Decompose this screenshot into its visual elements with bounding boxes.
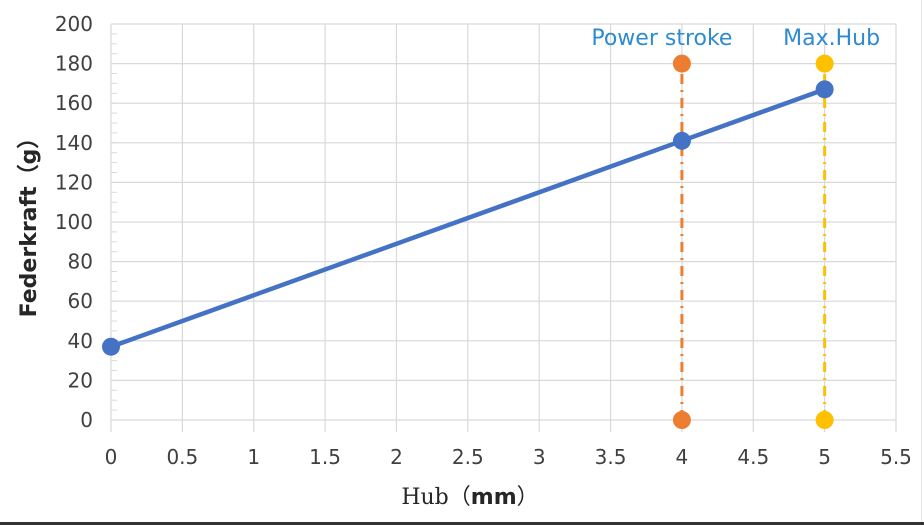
x-tick-label: 0 [105, 445, 118, 469]
data-point [672, 411, 691, 429]
annotation-label: Max.Hub [783, 26, 880, 51]
x-tick-label: 1.5 [309, 445, 341, 469]
data-point [815, 54, 834, 73]
data-point [102, 337, 120, 356]
x-tick-label: 3 [533, 445, 546, 469]
y-tick-label: 100 [55, 210, 93, 234]
y-axis-ticks: 0 20 40 60 80 100 120 140 160 180 200 [55, 12, 93, 432]
x-tick-label: 1 [247, 445, 260, 469]
x-tick-label: 5.5 [880, 445, 912, 469]
annotations: Power stroke Max.Hub [591, 26, 880, 51]
y-tick-label: 40 [68, 329, 93, 353]
x-tick-label: 4.5 [737, 445, 769, 469]
x-tick-label: 2.5 [452, 445, 484, 469]
annotation-label: Power stroke [591, 26, 732, 51]
x-axis-ticks: 0 0.5 1 1.5 2 2.5 3 3.5 4 4.5 5 5.5 [105, 445, 912, 469]
series [102, 54, 834, 429]
x-tick-label: 0.5 [166, 445, 198, 469]
frame-border [921, 0, 922, 522]
x-tick-label: 4 [676, 445, 689, 469]
y-axis-label: Federkraft（g） [17, 127, 42, 318]
x-tick-label: 2 [390, 445, 403, 469]
y-tick-label: 180 [55, 52, 93, 76]
x-axis-label: Hub（mm） [401, 485, 538, 510]
data-point [672, 54, 691, 73]
y-tick-label: 200 [55, 12, 93, 36]
grid-lines [110, 23, 897, 432]
y-tick-label: 120 [55, 170, 93, 194]
y-tick-label: 20 [68, 368, 93, 392]
y-tick-label: 80 [68, 250, 93, 274]
x-tick-label: 5 [818, 445, 831, 469]
x-tick-label: 3.5 [595, 445, 627, 469]
data-point [672, 131, 691, 150]
y-tick-label: 0 [80, 408, 93, 432]
data-point [815, 80, 834, 99]
bottom-border [0, 522, 924, 525]
y-tick-label: 140 [55, 131, 93, 155]
y-tick-label: 160 [55, 91, 93, 115]
y-tick-label: 60 [68, 289, 93, 313]
data-point [815, 411, 834, 429]
